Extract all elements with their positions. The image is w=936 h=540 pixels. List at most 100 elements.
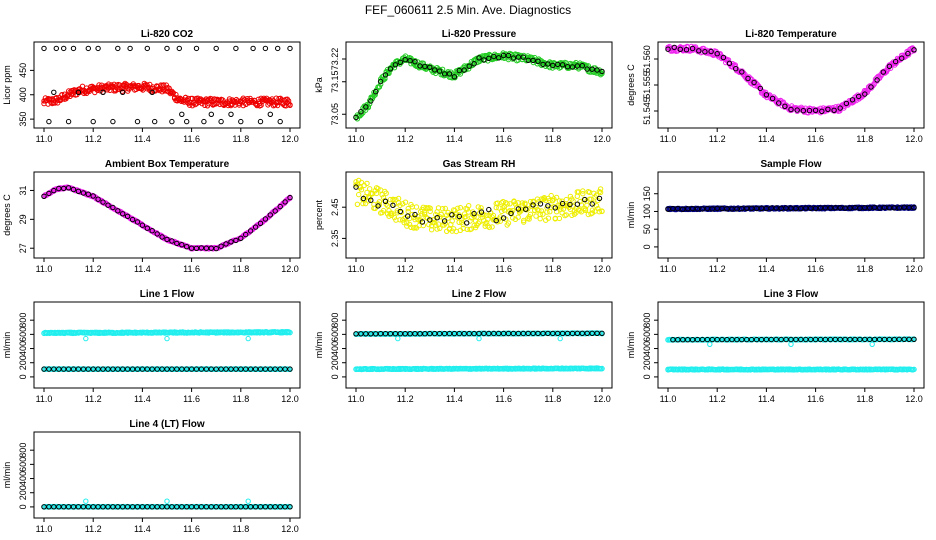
x-tick-label: 11.0 <box>36 394 53 404</box>
x-tick-label: 12.0 <box>281 134 299 144</box>
data-point <box>899 55 905 61</box>
data-point <box>665 46 671 52</box>
series-continuous <box>353 50 605 122</box>
y-axis-label: ml/min <box>626 332 636 359</box>
series-continuous <box>665 43 917 116</box>
data-point <box>486 55 492 61</box>
y-tick-label: 73.22 <box>330 48 340 71</box>
data-point <box>169 238 175 244</box>
series-averages <box>41 45 293 125</box>
data-point <box>402 57 408 63</box>
data-point <box>407 58 413 64</box>
x-tick-label: 11.8 <box>232 264 249 274</box>
data-point <box>574 193 580 200</box>
data-point <box>83 335 89 342</box>
plot-frame <box>33 301 301 389</box>
data-point <box>525 57 531 63</box>
data-point <box>124 213 131 220</box>
data-point <box>451 74 458 80</box>
data-point <box>179 111 185 118</box>
x-tick-label: 12.0 <box>593 134 611 144</box>
data-point <box>201 118 207 125</box>
data-point <box>856 93 862 100</box>
data-point <box>85 45 92 52</box>
series-outliers <box>395 335 563 342</box>
data-point <box>422 63 428 70</box>
data-point <box>446 71 453 77</box>
data-point <box>763 92 770 98</box>
data-point <box>376 84 383 90</box>
data-point <box>496 55 502 61</box>
figure-title: FEF_060611 2.5 Min. Ave. Diagnostics <box>365 3 571 17</box>
data-point <box>432 67 438 73</box>
x-tick-label: 11.6 <box>495 134 512 144</box>
data-point <box>862 91 868 97</box>
data-point <box>442 205 448 212</box>
data-point <box>164 236 170 243</box>
y-tick-label: 73.05 <box>330 103 340 126</box>
data-point <box>144 225 151 231</box>
plot-frame <box>657 301 925 389</box>
x-tick-label: 11.0 <box>348 394 365 404</box>
data-point <box>751 79 757 86</box>
panel-title: Li-820 CO2 <box>141 29 194 40</box>
data-point <box>911 47 917 53</box>
y-tick-label: 51.555 <box>642 71 652 99</box>
x-tick-label: 11.2 <box>709 134 726 144</box>
data-point <box>377 78 384 85</box>
data-point <box>707 341 713 347</box>
series-averages <box>41 185 293 252</box>
panel-title: Line 2 Flow <box>452 289 507 300</box>
data-point <box>149 228 155 234</box>
data-point <box>563 196 569 203</box>
y-tick-label: 0 <box>642 244 652 249</box>
data-point <box>193 45 200 52</box>
data-point <box>555 61 561 68</box>
data-point <box>59 92 65 98</box>
y-tick-label: 400 <box>18 471 28 486</box>
y-tick-label: 100 <box>642 204 652 219</box>
panel-title: Line 3 Flow <box>764 289 819 300</box>
data-point <box>584 66 590 72</box>
data-point <box>41 45 47 52</box>
data-point <box>228 111 234 118</box>
data-point <box>110 204 116 211</box>
x-tick-label: 12.0 <box>593 264 611 274</box>
y-axis-label: ml/min <box>314 332 324 359</box>
data-point <box>677 46 683 52</box>
data-point <box>794 107 800 113</box>
x-tick-label: 11.0 <box>36 264 53 274</box>
y-tick-label: 450 <box>18 63 28 78</box>
data-point <box>354 116 361 122</box>
data-point <box>868 84 874 90</box>
series-continuous <box>353 177 605 235</box>
data-point <box>208 111 215 118</box>
data-point <box>500 52 507 59</box>
data-point <box>75 89 82 96</box>
data-point <box>869 341 875 347</box>
x-tick-label: 11.4 <box>758 134 775 144</box>
data-point <box>395 335 401 342</box>
data-point <box>417 63 423 69</box>
data-point <box>80 190 87 196</box>
data-point <box>218 118 224 125</box>
y-tick-label: 0 <box>642 374 652 379</box>
y-axis-label: ml/min <box>2 462 12 489</box>
data-point <box>825 106 831 113</box>
data-point <box>788 341 794 347</box>
data-point <box>892 58 899 65</box>
data-point <box>174 240 180 247</box>
series-low-flow <box>665 366 917 373</box>
data-point <box>557 335 563 342</box>
y-tick-label: 600 <box>642 327 652 342</box>
data-point <box>178 96 185 103</box>
data-point <box>90 193 96 199</box>
data-point <box>535 58 541 64</box>
x-tick-label: 12.0 <box>281 264 299 274</box>
data-point <box>373 89 379 95</box>
x-tick-label: 11.6 <box>183 394 200 404</box>
data-point <box>726 60 733 66</box>
